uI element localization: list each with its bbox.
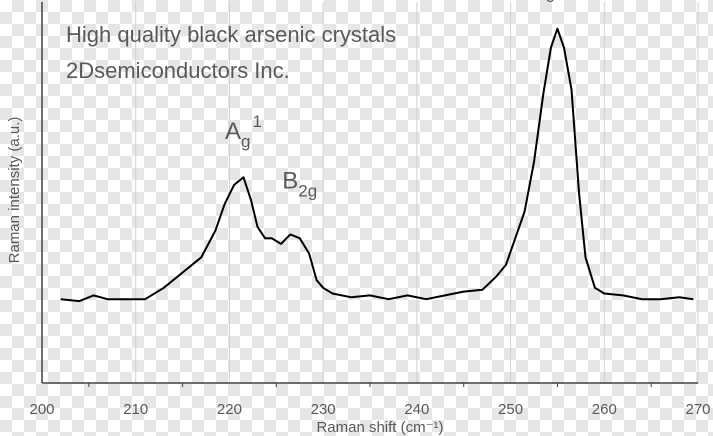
chart-title-line-1: High quality black arsenic crystals xyxy=(66,22,396,47)
x-tick-label-230: 230 xyxy=(311,401,336,418)
peak-label-Ag2: Ag2 xyxy=(530,0,567,3)
x-axis-label: Raman shift (cm⁻¹) xyxy=(316,419,443,436)
y-axis-label: Raman intensity (a.u.) xyxy=(6,117,23,264)
x-tick-label-200: 200 xyxy=(29,401,54,418)
x-tick-label-270: 270 xyxy=(685,401,710,418)
x-tick-labels: 200 210 220 230 240 250 260 270 xyxy=(29,401,710,418)
peak-annotations: Ag1 B2g Ag2 xyxy=(225,0,567,201)
x-tick-label-250: 250 xyxy=(498,401,523,418)
x-tick-label-260: 260 xyxy=(592,401,617,418)
x-tick-label-210: 210 xyxy=(123,401,148,418)
peak-label-Ag1: Ag1 xyxy=(225,112,262,151)
peak-label-B2g: B2g xyxy=(282,168,317,201)
axes xyxy=(41,2,698,384)
x-tick-label-240: 240 xyxy=(404,401,429,418)
x-tick-label-220: 220 xyxy=(217,401,242,418)
spectrum-series-line xyxy=(60,27,694,303)
grid-lines xyxy=(41,2,699,387)
chart-title-line-2: 2Dsemiconductors Inc. xyxy=(66,58,290,83)
